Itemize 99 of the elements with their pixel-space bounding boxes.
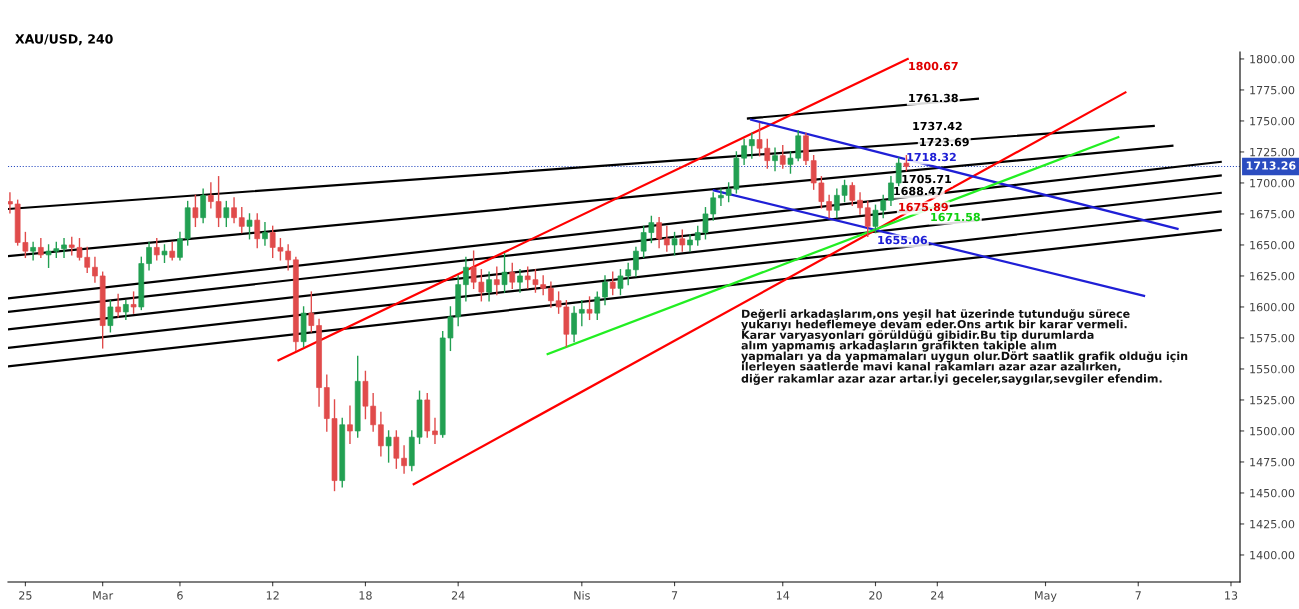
x-tick-label: 24 [931, 591, 944, 600]
annotation: 1675.89 [899, 202, 948, 212]
candlestick [664, 225, 670, 252]
y-tick-label: 1475.00 [1250, 457, 1295, 467]
x-tick-label: 7 [1135, 591, 1141, 600]
candlestick [231, 197, 237, 224]
candlestick [849, 182, 856, 206]
candlestick [153, 238, 160, 261]
candlestick [401, 445, 407, 474]
x-tick-label: Mar [93, 591, 114, 600]
candlestick [687, 234, 693, 252]
annotation: 1737.42 [913, 121, 962, 131]
y-tick-label: 1400.00 [1250, 550, 1295, 560]
candlestick [130, 291, 137, 314]
x-tick-label: 25 [19, 591, 32, 600]
y-tick-label: 1725.00 [1250, 147, 1295, 157]
y-tick-label: 1775.00 [1250, 85, 1295, 95]
candlestick [548, 281, 554, 308]
candlestick [679, 229, 686, 252]
y-tick-label: 1700.00 [1250, 178, 1295, 188]
annotation: 1723.69 [920, 137, 969, 147]
candlestick [308, 291, 315, 333]
candlestick [586, 296, 593, 321]
candlestick [486, 271, 492, 302]
candlestick [107, 300, 114, 333]
candlestick [262, 221, 268, 246]
x-tick-label: Nis [574, 591, 590, 600]
candlestick [38, 238, 44, 259]
x-tick-label: 24 [451, 591, 465, 600]
candlestick [92, 256, 98, 283]
x-tick-label: 7 [671, 591, 678, 600]
y-tick-label: 1550.00 [1250, 364, 1295, 374]
chart-title: XAU/USD, 240 [15, 34, 113, 46]
annotation: Değerli arkadaşlarım,ons yeşil hat üzerinde tutunduğu sürece yukarıyı hedeflemeye devam eder.Ons artık bir karar vermeli. Karar varyasyonları görüldüğü gibidir.Bu tip durumlarda alım yapmamış arkadaşların grafikten takiple alım yapmaları ya da yapmamaları uygun olur.Dört saatlik grafik olduğu için ilerleyen saatlerde mavi kanal rakamları azar azar azalırken, diğer rakamlar azar azar artar.İyi geceler,saygılar,sevgiler efendim. [741, 309, 1188, 385]
candlestick [857, 192, 863, 215]
annotation: 1705.71 [902, 174, 952, 184]
ref-line-label: 1713.26 [1246, 161, 1296, 170]
y-tick-label: 1675.00 [1250, 209, 1295, 219]
candlestick [718, 188, 724, 206]
annotation: 1655.06 [878, 235, 928, 245]
candlestick [571, 306, 577, 343]
x-tick-label: 6 [177, 591, 183, 600]
y-tick-label: 1425.00 [1250, 519, 1295, 529]
candlestick [378, 411, 384, 457]
annotation: 1688.47 [894, 186, 943, 196]
candlestick [200, 188, 206, 224]
x-tick-label: 14 [776, 591, 790, 600]
y-tick-label: 1575.00 [1250, 333, 1295, 343]
candlestick [223, 200, 230, 228]
x-tick-label: 20 [869, 591, 882, 600]
x-tick-label: 12 [266, 591, 279, 600]
candlestick [238, 207, 245, 234]
candlestick [501, 252, 508, 293]
candlestick [254, 213, 261, 249]
candlestick [432, 417, 438, 445]
candlestick [385, 430, 392, 463]
y-tick-label: 1800.00 [1250, 54, 1295, 64]
candlestick [393, 430, 400, 469]
candlestick [772, 147, 778, 172]
candlestick [594, 291, 601, 321]
candlestick [123, 300, 129, 321]
annotation: 1718.32 [907, 152, 956, 162]
y-tick-label: 1650.00 [1250, 240, 1295, 250]
candlestick [192, 194, 199, 228]
candlestick [888, 176, 894, 206]
y-tick-label: 1525.00 [1250, 395, 1295, 405]
candlestick [656, 216, 662, 249]
y-tick-label: 1625.00 [1250, 271, 1295, 281]
candlestick [8, 192, 13, 214]
candlestick [749, 132, 755, 159]
candlestick [30, 241, 36, 261]
candlestick [463, 256, 469, 302]
y-tick-label: 1600.00 [1250, 302, 1295, 312]
candlestick [177, 231, 183, 261]
candlestick [602, 275, 608, 306]
candlestick [246, 213, 253, 240]
candlestick [609, 271, 616, 296]
candlestick [347, 405, 353, 445]
y-tick-label: 1450.00 [1250, 488, 1295, 498]
annotation: 1671.58 [931, 212, 980, 222]
x-tick-label: May [1035, 591, 1057, 602]
candlestick [578, 300, 585, 327]
y-tick-label: 1750.00 [1250, 116, 1295, 126]
annotation: 1800.67 [909, 61, 958, 71]
annotation: 1761.38 [909, 93, 958, 103]
candlestick [671, 231, 678, 256]
candlestick [146, 241, 152, 271]
candlestick [895, 157, 902, 187]
candlestick [517, 269, 523, 293]
candlestick [493, 266, 500, 296]
candlestick [779, 145, 786, 169]
candlestick [864, 200, 871, 237]
candlestick [61, 238, 67, 259]
x-tick-label: 18 [359, 591, 372, 600]
x-tick-label: 13 [1225, 591, 1238, 600]
candlestick [509, 262, 516, 290]
candlestick [115, 293, 121, 318]
candlestick [633, 246, 639, 277]
y-tick-label: 1500.00 [1250, 426, 1295, 436]
